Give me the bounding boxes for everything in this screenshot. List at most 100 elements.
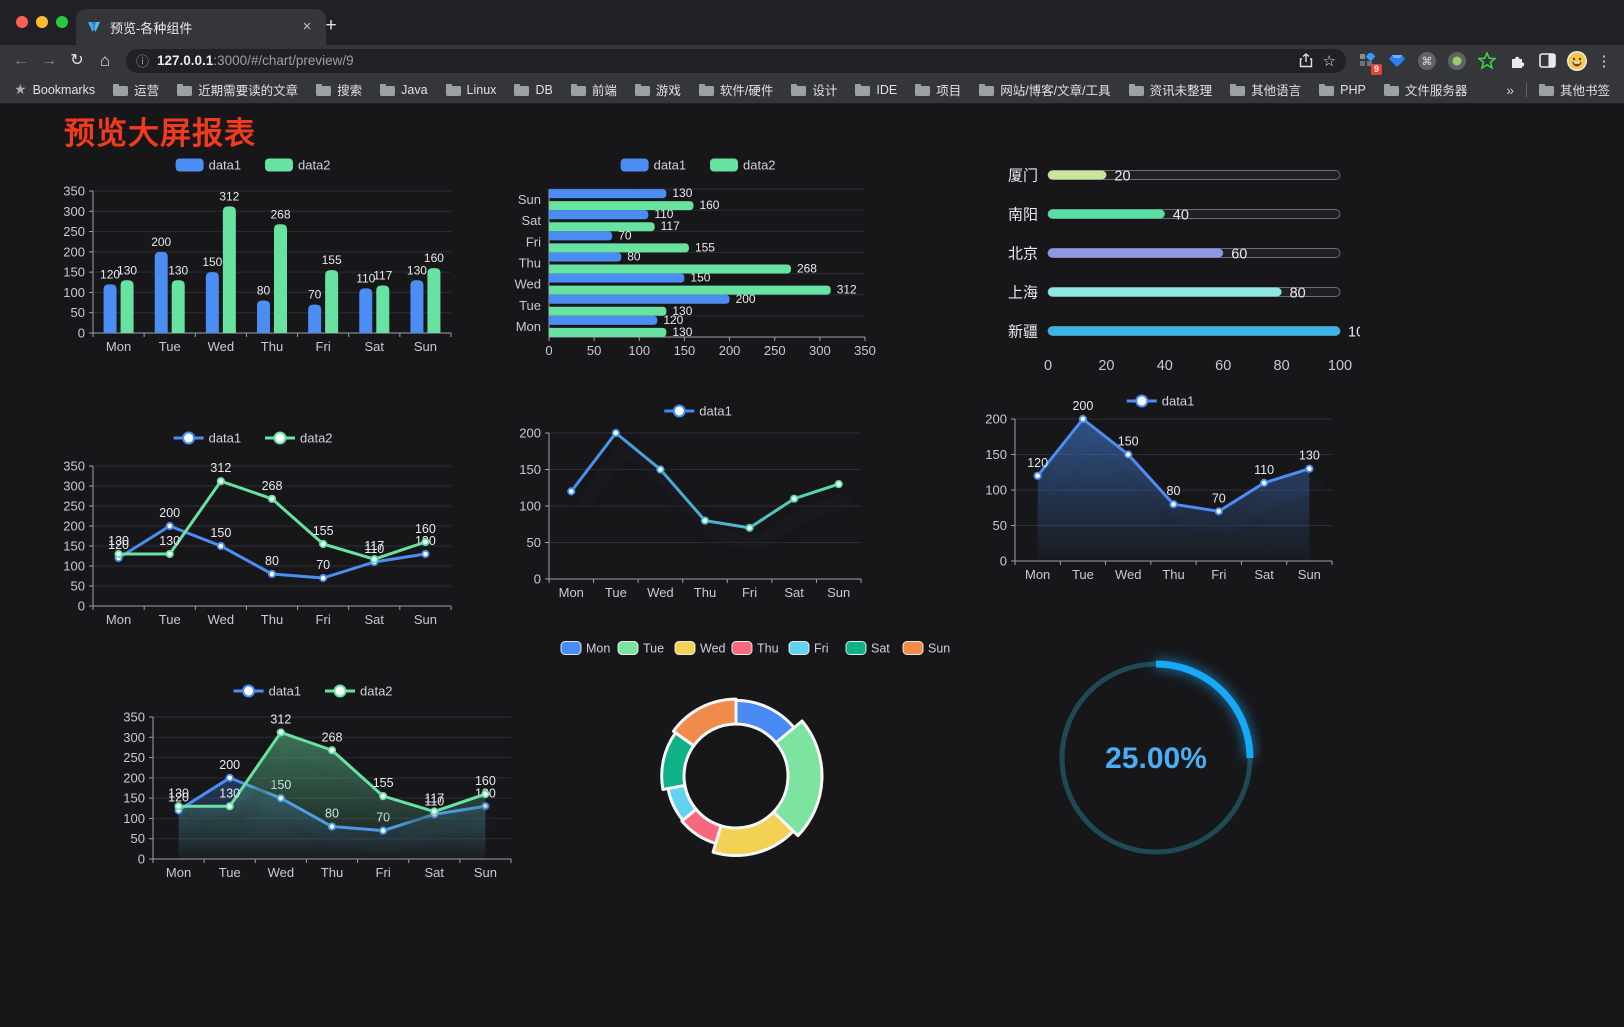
svg-text:268: 268 — [797, 262, 817, 276]
extensions-bar: 9 ⌘ ⋮ — [1356, 50, 1616, 75]
svg-text:Fri: Fri — [376, 865, 391, 880]
sidebar-icon[interactable] — [1536, 50, 1558, 72]
bookmark-folder[interactable]: 搜索 — [316, 80, 362, 99]
profile-avatar[interactable] — [1566, 50, 1588, 72]
window-minimize-button[interactable] — [36, 16, 48, 28]
svg-text:0: 0 — [1044, 358, 1052, 374]
svg-text:350: 350 — [63, 459, 85, 474]
bookmark-folder[interactable]: DB — [514, 83, 553, 97]
back-icon[interactable]: ← — [13, 51, 29, 69]
home-icon[interactable]: ⌂ — [99, 50, 111, 70]
other-bookmarks[interactable]: 其他书签 — [1538, 80, 1610, 99]
progress-bar-chart[interactable]: 厦门 20 南阳 40 北京 60 上海 80 新疆 100 0 20 40 60 80 100 — [1000, 159, 1360, 383]
svg-text:155: 155 — [373, 776, 394, 790]
chart-canvas[interactable]: data1 data2 0 50 100 150 200 250 300 350 Mon Tue Wed… — [105, 679, 525, 891]
address-bar[interactable]: ⓘ 127.0.0.1:3000/#/chart/preview/9 ☆ — [126, 48, 1346, 73]
svg-text:100: 100 — [123, 811, 145, 826]
folder-icon — [380, 83, 396, 96]
forward-icon[interactable]: → — [41, 51, 57, 69]
extension-grid-icon[interactable]: 9 — [1356, 50, 1382, 75]
svg-text:Wed: Wed — [268, 865, 295, 880]
folder-icon — [915, 83, 931, 96]
bookmark-folder[interactable]: 其他语言 — [1230, 80, 1301, 99]
bookmark-folder[interactable]: 运营 — [113, 80, 159, 99]
extension-command-icon[interactable]: ⌘ — [1416, 50, 1438, 72]
bookmarks-overflow-icon[interactable]: » — [1506, 81, 1514, 98]
svg-text:Sun: Sun — [414, 612, 437, 627]
svg-text:312: 312 — [210, 461, 231, 475]
bookmark-folder-label: 其他语言 — [1251, 84, 1302, 98]
chart-canvas[interactable]: data1 0 50 100 150 200 Mon Tue Wed Thu Fri Sat Sun 12… — [975, 389, 1350, 601]
svg-text:50: 50 — [71, 305, 85, 320]
svg-text:Fri: Fri — [316, 339, 331, 354]
bookmark-folder[interactable]: 文件服务器 — [1383, 80, 1468, 99]
bookmark-folder[interactable]: 资讯未整理 — [1128, 80, 1212, 99]
folder-icon — [316, 83, 332, 96]
chart-canvas[interactable]: data1 data2 0 50 100 150 200 250 300 350 Mon Tue Wed… — [45, 426, 465, 640]
chart-canvas[interactable]: 25.00% — [1050, 649, 1262, 867]
svg-text:268: 268 — [270, 207, 290, 221]
svg-text:250: 250 — [63, 499, 85, 514]
bookmark-folder[interactable]: 网站/博客/文章/工具 — [979, 80, 1111, 99]
bookmark-folder[interactable]: IDE — [855, 83, 897, 97]
folder-icon — [1538, 83, 1554, 96]
window-close-button[interactable] — [16, 16, 28, 28]
svg-text:Wed: Wed — [700, 642, 726, 656]
chart-canvas[interactable]: Mon Tue Wed Thu Fri Sat Sun — [555, 636, 955, 886]
chart-canvas[interactable]: 厦门 20 南阳 40 北京 60 上海 80 新疆 100 0 20 40 60 80 100 — [1000, 159, 1360, 383]
url-text[interactable]: 127.0.0.1:3000/#/chart/preview/9 — [157, 53, 1289, 68]
tab-close-icon[interactable]: × — [302, 18, 312, 35]
area-line-chart[interactable]: data1 0 50 100 150 200 Mon Tue Wed Thu Fri Sat Sun 12… — [975, 389, 1350, 601]
bookmarks-star-icon: ★ — [14, 81, 27, 97]
grouped-bar-chart[interactable]: data1 data2 0 50 100 150 200 250 300 350 Mon Tue Wed… — [45, 153, 465, 365]
svg-text:100: 100 — [1348, 325, 1360, 341]
new-tab-button[interactable]: + — [325, 15, 337, 36]
svg-text:Mon: Mon — [559, 585, 584, 600]
extensions-puzzle-icon[interactable] — [1506, 50, 1528, 72]
svg-text:200: 200 — [1072, 399, 1093, 413]
window-controls — [16, 16, 68, 28]
extension-star-icon[interactable] — [1476, 50, 1498, 72]
reload-icon[interactable]: ↻ — [70, 51, 84, 69]
svg-text:Sat: Sat — [1254, 567, 1274, 582]
multi-line-chart[interactable]: data1 data2 0 50 100 150 200 250 300 350 Mon Tue Wed… — [45, 426, 465, 640]
extension-gem-icon[interactable] — [1386, 50, 1408, 72]
bookmark-folder[interactable]: Java — [380, 82, 428, 97]
svg-text:300: 300 — [63, 479, 85, 494]
bookmark-folder[interactable]: 前端 — [570, 80, 617, 99]
browser-tab[interactable]: 预览-各种组件 × — [76, 9, 326, 45]
bookmark-star-icon[interactable]: ☆ — [1322, 52, 1336, 70]
svg-text:100: 100 — [519, 499, 541, 514]
bookmark-folder[interactable]: 项目 — [915, 80, 961, 99]
browser-menu-icon[interactable]: ⋮ — [1596, 52, 1612, 70]
gauge-chart[interactable]: 25.00% — [1050, 649, 1262, 867]
svg-text:Thu: Thu — [261, 612, 283, 627]
window-zoom-button[interactable] — [56, 16, 68, 28]
bookmark-folder[interactable]: PHP — [1319, 83, 1366, 97]
bookmark-folder[interactable]: 软件/硬件 — [698, 80, 773, 99]
bookmark-folder[interactable]: 设计 — [791, 80, 837, 99]
bookmark-folder-label: Java — [401, 82, 428, 97]
horizontal-bar-chart[interactable]: data1 data2 0 50 100 150 200 250 300 350 Mon 120 130… — [505, 153, 895, 367]
bookmark-folder-label: IDE — [876, 82, 898, 97]
share-icon[interactable] — [1299, 53, 1313, 68]
bookmark-folder[interactable]: 游戏 — [634, 80, 681, 99]
chart-canvas[interactable]: data1 data2 0 50 100 150 200 250 300 350 Mon Tue Wed… — [45, 153, 465, 365]
bookmark-folder[interactable]: Linux — [445, 83, 496, 97]
svg-text:80: 80 — [1274, 358, 1290, 374]
extension-record-icon[interactable] — [1446, 50, 1468, 72]
svg-text:20: 20 — [1114, 169, 1130, 185]
chart-canvas[interactable]: data1 0 50 100 150 200 Mon Tue Wed Thu Fri Sat Sun — [505, 399, 895, 613]
bookmarks-root[interactable]: ★ Bookmarks — [14, 81, 95, 98]
svg-text:⌘: ⌘ — [1422, 55, 1433, 68]
bookmark-folder-label: 文件服务器 — [1404, 84, 1468, 98]
gradient-line-chart[interactable]: data1 0 50 100 150 200 Mon Tue Wed Thu Fri Sat Sun — [505, 399, 895, 613]
browser-toolbar: ← → ↻ ⌂ ⓘ 127.0.0.1:3000/#/chart/preview… — [0, 45, 1624, 76]
bookmark-folder-label: 前端 — [591, 84, 617, 98]
svg-text:155: 155 — [322, 253, 342, 267]
rose-donut-chart[interactable]: Mon Tue Wed Thu Fri Sat Sun — [555, 636, 955, 886]
site-info-icon[interactable]: ⓘ — [136, 54, 150, 69]
bookmark-folder[interactable]: 近期需要读的文章 — [177, 80, 298, 99]
multi-area-line-chart[interactable]: data1 data2 0 50 100 150 200 250 300 350 Mon Tue Wed… — [105, 679, 525, 891]
